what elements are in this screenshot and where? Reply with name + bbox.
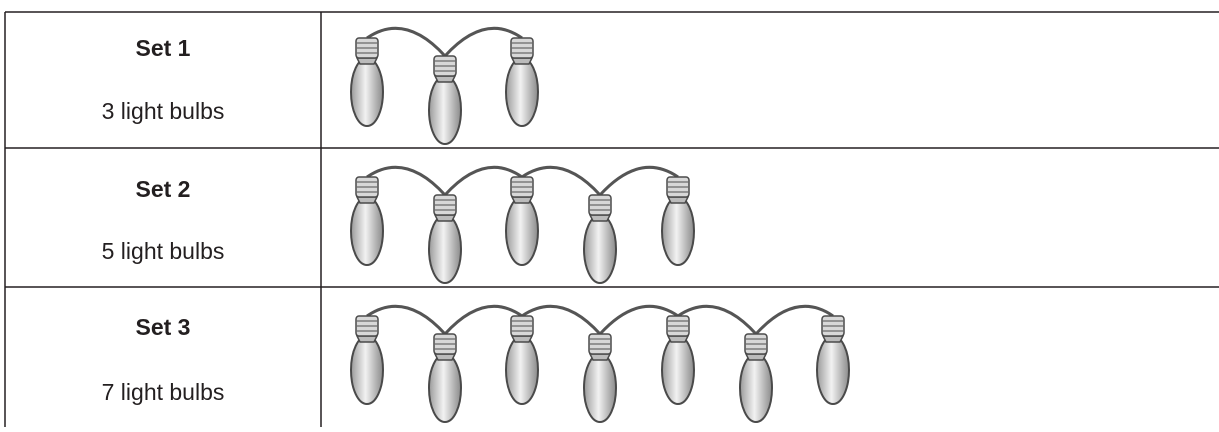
row: Set 2 5 light bulbs xyxy=(102,165,695,284)
table-grid xyxy=(4,11,1219,427)
set-description: 7 light bulbs xyxy=(102,379,225,405)
set-title: Set 2 xyxy=(136,176,191,202)
bulb-string xyxy=(350,26,539,145)
row: Set 1 3 light bulbs xyxy=(102,26,539,145)
set-title: Set 1 xyxy=(136,35,191,61)
set-description: 3 light bulbs xyxy=(102,98,225,124)
set-description: 5 light bulbs xyxy=(102,238,225,264)
set-title: Set 3 xyxy=(136,314,191,340)
bulb-string xyxy=(350,165,695,284)
row: Set 3 7 light bulbs xyxy=(102,304,850,423)
bulb-string xyxy=(350,304,850,423)
